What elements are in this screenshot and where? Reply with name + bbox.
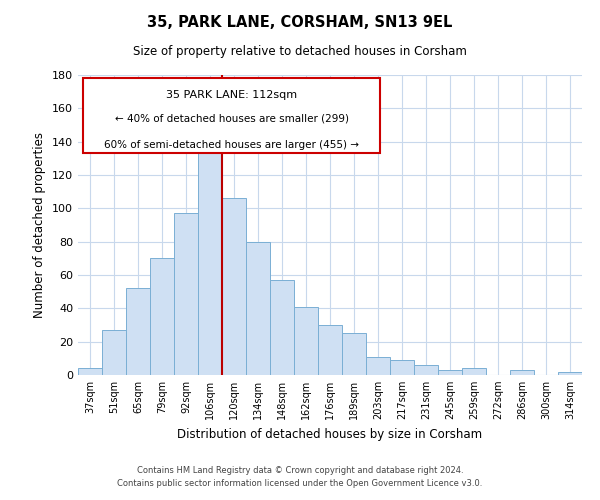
Bar [78,368,102,375]
Bar [366,356,390,375]
Bar [558,372,582,375]
Text: 35, PARK LANE, CORSHAM, SN13 9EL: 35, PARK LANE, CORSHAM, SN13 9EL [148,15,452,30]
Bar [390,360,414,375]
Bar [126,288,150,375]
Bar [342,334,366,375]
Text: Contains HM Land Registry data © Crown copyright and database right 2024.
Contai: Contains HM Land Registry data © Crown c… [118,466,482,487]
Text: 60% of semi-detached houses are larger (455) →: 60% of semi-detached houses are larger (… [104,140,359,150]
X-axis label: Distribution of detached houses by size in Corsham: Distribution of detached houses by size … [178,428,482,440]
Bar [510,370,534,375]
Bar [102,330,126,375]
Bar [246,242,270,375]
Bar [198,142,222,375]
Bar [414,365,438,375]
Text: Size of property relative to detached houses in Corsham: Size of property relative to detached ho… [133,45,467,58]
Bar [174,214,198,375]
Bar [270,280,294,375]
Bar [222,198,246,375]
Y-axis label: Number of detached properties: Number of detached properties [34,132,46,318]
Bar [438,370,462,375]
Text: 35 PARK LANE: 112sqm: 35 PARK LANE: 112sqm [166,90,297,100]
Bar [294,306,318,375]
Bar [318,325,342,375]
Bar [150,258,174,375]
FancyBboxPatch shape [83,78,380,153]
Text: ← 40% of detached houses are smaller (299): ← 40% of detached houses are smaller (29… [115,114,349,124]
Bar [462,368,486,375]
